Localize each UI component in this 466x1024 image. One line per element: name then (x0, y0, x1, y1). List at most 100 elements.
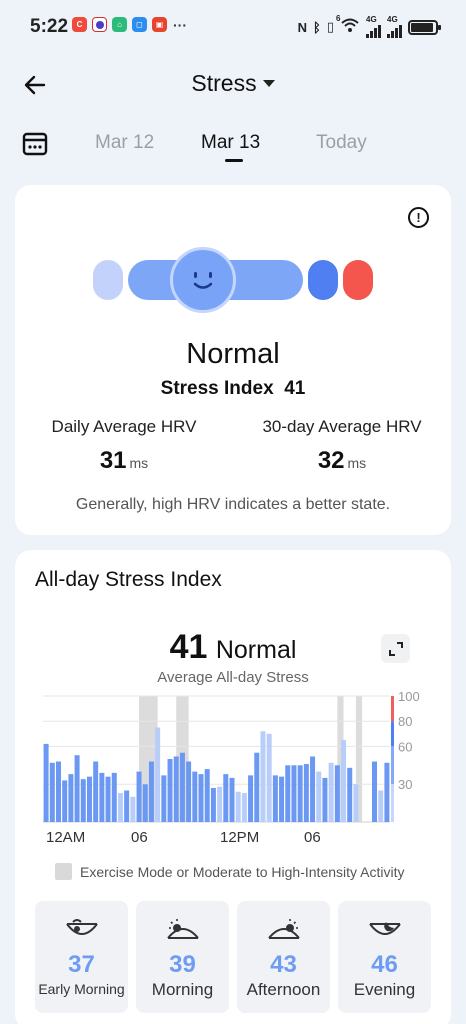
legend-swatch (55, 863, 72, 880)
y-tick-label: 100 (398, 690, 420, 704)
status-time: 5:22 (30, 16, 69, 37)
exercise-window (139, 696, 158, 822)
daily-hrv-label: Daily Average HRV (51, 417, 197, 436)
more-notifications-icon: ··· (173, 16, 187, 33)
period-morning[interactable]: 39 Morning (136, 901, 229, 1013)
expand-button[interactable] (381, 634, 410, 663)
info-button[interactable]: ! (408, 207, 429, 228)
info-icon: ! (416, 210, 421, 225)
chart-bar (148, 761, 154, 822)
app-red-icon: ▣ (152, 17, 167, 32)
chart-legend: Exercise Mode or Moderate to High-Intens… (55, 863, 404, 880)
notification-icons: C ⌂ ◻ ▣ ··· (72, 17, 188, 32)
exercise-window (355, 696, 363, 822)
status-bar: 5:22 C ⌂ ◻ ▣ ··· N ᛒ ▯ 6 4G 4G (0, 0, 466, 52)
page-title[interactable]: Stress (0, 70, 466, 97)
chart-bar (161, 775, 167, 822)
period-value: 37 (68, 951, 95, 978)
nfc-icon: N (297, 19, 308, 35)
scale-segment (391, 746, 394, 785)
chart-bar (260, 731, 266, 822)
average-stress-state: Normal (215, 636, 297, 664)
chart-bar (68, 774, 74, 822)
exercise-window (337, 696, 344, 822)
gauge-segment-medium (308, 260, 338, 300)
expand-icon (388, 641, 403, 656)
stress-gauge (15, 185, 451, 315)
period-value: 43 (270, 951, 297, 978)
chart-bar (55, 761, 61, 822)
chart-bar (155, 727, 161, 822)
stress-index: Stress Index 41 (15, 378, 451, 400)
period-evening[interactable]: 46 Evening (338, 901, 431, 1013)
x-tick-label: 06 (304, 829, 321, 846)
cell-signal-1: 4G (366, 16, 381, 38)
chart-bar (291, 765, 297, 822)
chart-bar (124, 790, 130, 822)
app-c-icon: C (72, 17, 87, 32)
chart-bar (322, 777, 328, 822)
chart-bar (192, 771, 198, 822)
monthly-hrv-value: 32 (317, 447, 345, 474)
calendar-icon (22, 132, 48, 156)
chart-bar (80, 779, 86, 822)
chart-bar (43, 743, 49, 822)
stress-state: Normal (186, 338, 280, 370)
battery-icon (408, 19, 441, 35)
all-day-stress-card: All-day Stress Index 41 Normal Average A… (15, 550, 451, 1024)
period-value: 46 (371, 951, 398, 978)
chart-bar (204, 769, 210, 822)
cell-signal-2: 4G (387, 16, 402, 38)
period-label: Early Morning (38, 981, 125, 997)
vibrate-icon: ▯ (326, 19, 334, 34)
wifi-icon: 6 (336, 14, 360, 36)
tab-today[interactable]: Today (316, 132, 367, 153)
app-robot-icon (92, 17, 107, 32)
hrv-unit: ms (347, 455, 367, 471)
stress-bar-chart[interactable]: 100 80 60 30 12AM 06 12PM 06 (15, 690, 451, 852)
signal-bars-icon (387, 24, 402, 38)
chart-bar (229, 777, 235, 822)
page-title-text: Stress (191, 70, 257, 96)
bluetooth-icon: ᛒ (313, 19, 321, 35)
chart-bar (241, 793, 247, 822)
chart-bar (105, 776, 111, 822)
chart-bar (272, 775, 278, 822)
gauge-segment-high (343, 260, 373, 300)
chart-bar (217, 786, 223, 822)
tab-mar-13[interactable]: Mar 13 (201, 132, 261, 153)
period-afternoon[interactable]: 43 Afternoon (237, 901, 330, 1013)
chart-bar (136, 771, 142, 822)
early-morning-icon (66, 919, 98, 935)
network-label-1: 4G (366, 15, 377, 24)
wifi-badge: 6 (336, 14, 341, 23)
chart-bar (142, 784, 148, 822)
back-arrow-icon (24, 75, 46, 95)
chart-bar (49, 762, 55, 822)
chart-bar (198, 774, 204, 822)
daily-hrv-value: 31 (99, 447, 127, 474)
chart-bar (334, 765, 340, 822)
average-stress-value: 41 (169, 628, 208, 666)
chart-bar (328, 762, 334, 822)
period-early-morning[interactable]: 37 Early Morning (35, 901, 128, 1013)
chart-bar (179, 752, 185, 822)
period-value: 39 (169, 951, 196, 978)
card-title: All-day Stress Index (35, 568, 222, 591)
chart-bar (297, 765, 303, 822)
monthly-hrv: 30-day Average HRV 32 ms (233, 417, 451, 475)
chart-bar (384, 762, 390, 822)
daily-hrv: Daily Average HRV 31 ms (15, 417, 233, 475)
chevron-down-icon (262, 80, 275, 87)
chart-bar (303, 764, 309, 822)
back-button[interactable] (20, 70, 50, 100)
morning-sun-icon (167, 919, 199, 939)
chart-bar (378, 790, 384, 822)
hrv-note: Generally, high HRV indicates a better s… (75, 496, 391, 513)
calendar-button[interactable] (22, 131, 48, 157)
chart-bar (186, 761, 192, 822)
network-label-2: 4G (387, 15, 398, 24)
chart-bar (279, 776, 285, 822)
period-label: Evening (353, 980, 416, 999)
tab-mar-12[interactable]: Mar 12 (95, 132, 155, 153)
